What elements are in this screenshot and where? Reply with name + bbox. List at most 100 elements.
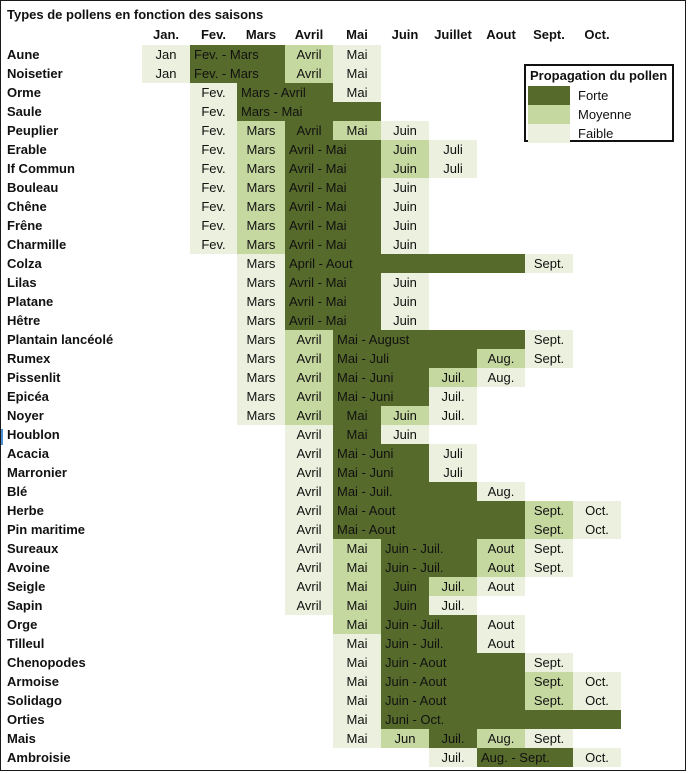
- pollen-period-cell: Mars - Avril: [237, 83, 333, 102]
- period-text: Aug.: [487, 731, 515, 746]
- pollen-period-cell: Fev.: [190, 235, 237, 254]
- period-text: Avril: [296, 389, 322, 404]
- period-text: Avril: [296, 332, 322, 347]
- pollen-period-cell: Fev.: [190, 121, 237, 140]
- period-text: Mars: [246, 313, 276, 328]
- pollen-period-cell: Mai: [333, 634, 381, 653]
- month-header-cell: Avril: [294, 27, 324, 42]
- plant-name: Tilleul: [7, 636, 45, 651]
- month-header-cell: Fev.: [200, 27, 227, 42]
- period-text: Juin: [393, 275, 417, 290]
- month-header-cell: Mai: [346, 27, 368, 42]
- period-text: Fev.: [201, 85, 226, 100]
- period-text: Juin: [393, 579, 417, 594]
- period-text: Mars: [246, 389, 276, 404]
- pollen-period-cell: Sept.: [525, 672, 573, 691]
- pollen-period-cell: Jun: [381, 729, 429, 748]
- pollen-period-cell: Mai: [333, 83, 381, 102]
- period-text: Juin: [393, 161, 417, 176]
- pollen-period-cell: Mars - Mai: [237, 102, 381, 121]
- pollen-period-cell: Avril: [285, 520, 333, 539]
- pollen-period-cell: Avril: [285, 463, 333, 482]
- pollen-period-cell: Aug.: [477, 482, 525, 501]
- legend-swatch-moyenne: [528, 105, 570, 124]
- pollen-period-cell: Jan: [142, 45, 190, 64]
- pollen-period-cell: Sept.: [525, 254, 573, 273]
- pollen-period-cell: Aout: [477, 577, 525, 596]
- pollen-period-cell: Mars: [237, 159, 285, 178]
- period-text: Mars: [246, 408, 276, 423]
- period-text: Mai: [346, 123, 368, 138]
- plant-name: Armoise: [7, 674, 60, 689]
- plant-name: Lilas: [7, 275, 37, 290]
- period-text: Sept.: [533, 503, 565, 518]
- period-text: Aout: [487, 617, 515, 632]
- period-text: Oct.: [585, 693, 609, 708]
- pollen-period-cell: Avril: [285, 387, 333, 406]
- period-text: Mai: [346, 560, 368, 575]
- pollen-period-cell: Mars: [237, 216, 285, 235]
- pollen-period-cell: Sept.: [525, 539, 573, 558]
- period-text: Aug.: [487, 351, 515, 366]
- plant-name: Noisetier: [7, 66, 63, 81]
- pollen-period-cell: Avril - Mai: [285, 216, 381, 235]
- plant-name: Pissenlit: [7, 370, 61, 385]
- period-text: Avril: [296, 351, 322, 366]
- pollen-period-cell: Avril: [285, 558, 333, 577]
- period-text: Avril - Mai: [289, 294, 347, 309]
- pollen-period-cell: Mai: [333, 406, 381, 425]
- period-text: Mai: [346, 693, 368, 708]
- period-text: Mai - Juil.: [337, 484, 393, 499]
- legend-title: Propagation du pollen: [530, 68, 668, 83]
- pollen-period-cell: Mars: [237, 330, 285, 349]
- pollen-period-cell: Avril - Mai: [285, 197, 381, 216]
- pollen-period-cell: Fev.: [190, 83, 237, 102]
- period-text: Fev. - Mars: [194, 66, 259, 81]
- period-text: Juin: [393, 598, 417, 613]
- pollen-period-cell: Sept.: [525, 501, 573, 520]
- period-text: Juil.: [441, 389, 465, 404]
- pollen-period-cell: Juil.: [429, 387, 477, 406]
- pollen-period-cell: Juin: [381, 140, 429, 159]
- pollen-period-cell: Mai - August: [333, 330, 525, 349]
- legend-label: Faible: [578, 126, 614, 141]
- period-text: Mai - Juni: [337, 389, 394, 404]
- period-text: Mars: [246, 294, 276, 309]
- period-text: Sept.: [533, 560, 565, 575]
- month-header-cell: Mars: [245, 27, 277, 42]
- period-text: Juli: [443, 142, 463, 157]
- pollen-period-cell: Juli: [429, 463, 477, 482]
- period-text: April - Aout: [289, 256, 353, 271]
- pollen-period-cell: Avril - Mai: [285, 292, 381, 311]
- period-text: Oct.: [585, 522, 609, 537]
- period-text: Juin: [393, 313, 417, 328]
- period-text: Juin - Juil.: [385, 541, 444, 556]
- period-text: Mai: [346, 85, 368, 100]
- period-text: Juli: [443, 446, 463, 461]
- pollen-period-cell: Juin: [381, 406, 429, 425]
- period-text: Fev.: [201, 180, 226, 195]
- plant-name: Ambroisie: [7, 750, 71, 765]
- pollen-period-cell: Fev.: [190, 178, 237, 197]
- plant-name: Chenopodes: [7, 655, 86, 670]
- legend-label: Forte: [578, 88, 609, 103]
- plant-name: Mais: [7, 731, 36, 746]
- period-text: Fev. - Mars: [194, 47, 259, 62]
- period-text: Mars: [246, 161, 276, 176]
- pollen-period-cell: Mai - Juil.: [333, 482, 477, 501]
- period-text: Juin: [393, 408, 417, 423]
- pollen-period-cell: Mars: [237, 197, 285, 216]
- period-text: Mars: [246, 180, 276, 195]
- period-text: Juin - Aout: [385, 674, 447, 689]
- period-text: Avril: [296, 465, 322, 480]
- pollen-period-cell: Fev.: [190, 159, 237, 178]
- period-text: Sept.: [533, 541, 565, 556]
- pollen-period-cell: Mai - Juni: [333, 463, 429, 482]
- period-text: Avril: [296, 66, 322, 81]
- pollen-period-cell: Avril: [285, 501, 333, 520]
- pollen-period-cell: Avril: [285, 330, 333, 349]
- month-header-cell: Oct.: [584, 27, 610, 42]
- period-text: Juin - Juil.: [385, 617, 444, 632]
- period-text: Juin - Juil.: [385, 560, 444, 575]
- period-text: Juli: [443, 465, 463, 480]
